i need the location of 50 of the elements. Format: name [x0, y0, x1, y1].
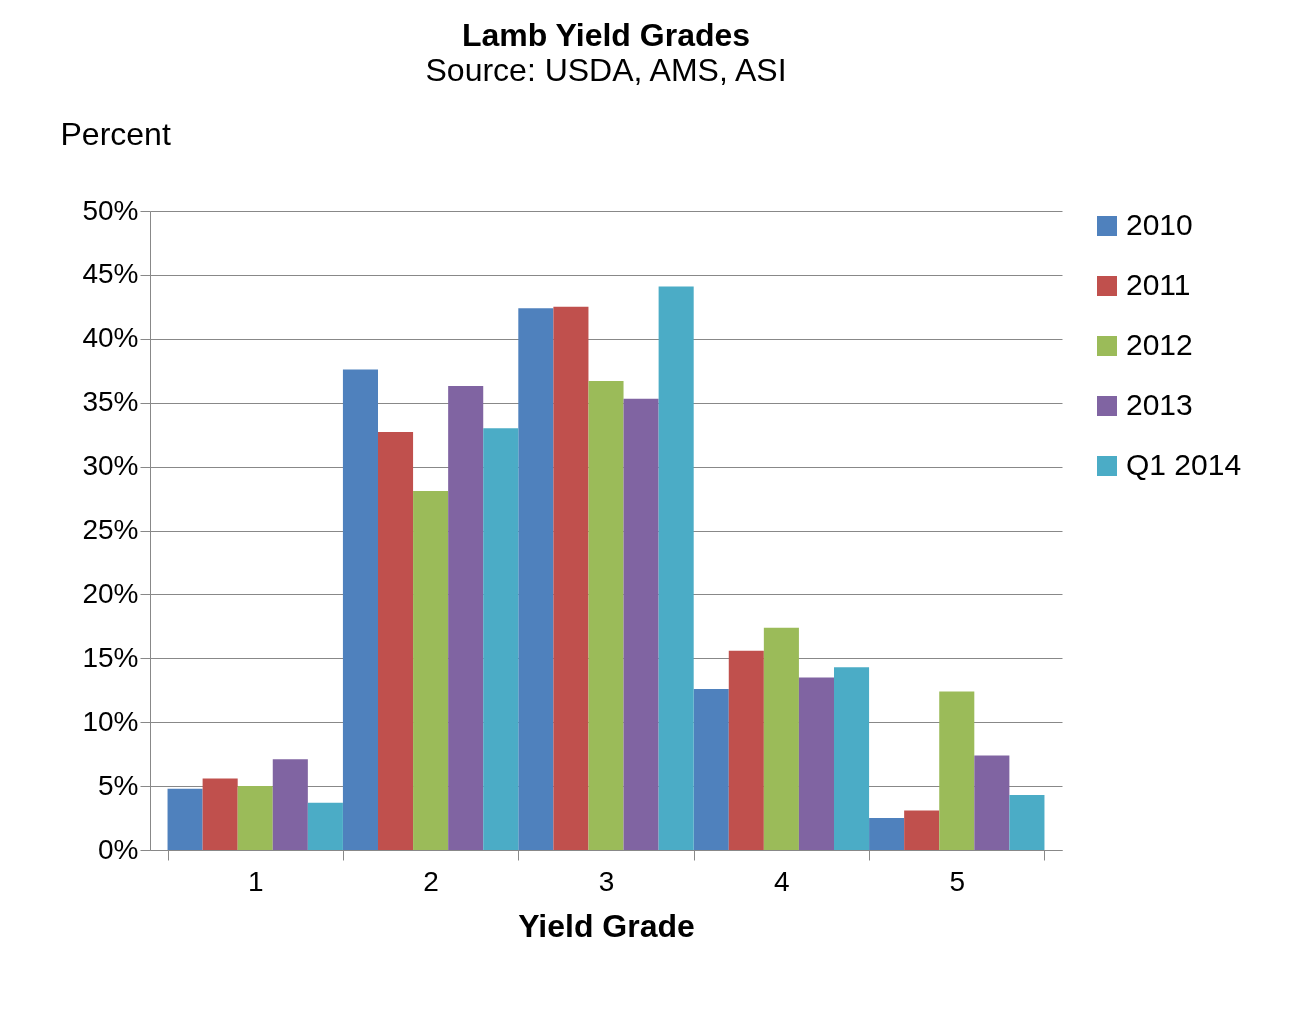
- bar: [518, 308, 554, 850]
- y-tick-label: 10%: [82, 705, 139, 737]
- x-axis-title: Yield Grade: [518, 907, 695, 944]
- bar: [237, 786, 273, 850]
- bar: [658, 286, 694, 850]
- y-tick-label: 50%: [82, 194, 139, 226]
- x-tick-label: 1: [247, 865, 264, 897]
- x-tick-label: 4: [774, 865, 790, 897]
- x-tick-label: 2: [423, 865, 439, 897]
- y-tick-label: 25%: [82, 514, 139, 545]
- x-tick-label: 3: [598, 865, 615, 897]
- bar: [869, 818, 905, 850]
- y-tick-label: 40%: [82, 322, 139, 354]
- bar: [448, 386, 484, 850]
- chart-subtitle: Source: USDA, AMS, ASI: [425, 52, 787, 88]
- y-tick-label: 30%: [82, 450, 139, 482]
- legend-label: 2010: [1126, 208, 1193, 241]
- bar: [167, 788, 203, 850]
- bar: [728, 650, 764, 850]
- y-tick-label: 35%: [82, 386, 139, 418]
- bar: [342, 369, 378, 850]
- bar: [798, 677, 834, 850]
- y-tick-label: 0%: [98, 833, 139, 865]
- bar: [553, 306, 589, 850]
- bar: [1009, 795, 1045, 850]
- bar: [763, 627, 799, 850]
- y-axis-title: Percent: [60, 115, 171, 152]
- legend-label: 2012: [1126, 328, 1193, 361]
- bar: [413, 490, 449, 850]
- bar: [202, 778, 238, 850]
- bar: [693, 688, 729, 850]
- bar: [378, 432, 414, 850]
- bar: [939, 691, 975, 850]
- bar: [588, 380, 624, 850]
- legend-label: 2013: [1126, 388, 1193, 421]
- bar: [834, 667, 870, 850]
- y-tick-label: 15%: [82, 641, 139, 673]
- y-tick-label: 5%: [98, 769, 139, 801]
- bar: [483, 428, 519, 850]
- bar: [974, 755, 1010, 850]
- bar: [272, 759, 308, 850]
- legend-label: 2011: [1126, 268, 1191, 301]
- chart-title: Lamb Yield Grades: [461, 17, 751, 53]
- y-tick-label: 45%: [82, 258, 139, 290]
- y-tick-label: 20%: [82, 577, 139, 609]
- x-tick-label: 5: [949, 865, 966, 897]
- bar: [307, 802, 343, 850]
- bar: [623, 398, 659, 850]
- bar: [904, 810, 940, 850]
- legend-label: Q1 2014: [1126, 448, 1242, 481]
